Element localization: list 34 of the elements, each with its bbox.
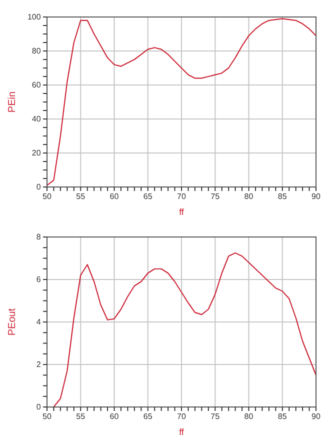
- x-tick-label: 60: [110, 412, 120, 421]
- y-tick-label: 60: [32, 80, 42, 90]
- x-tick-label: 65: [143, 412, 153, 421]
- x-tick-label: 55: [76, 412, 86, 421]
- x-tick-label: 70: [177, 412, 186, 421]
- y-tick-label: 8: [36, 232, 42, 242]
- x-tick-label: 80: [244, 192, 254, 201]
- y-tick-label: 4: [36, 318, 42, 327]
- x-tick-label: 80: [244, 412, 254, 421]
- y-axis-title: PEin: [7, 91, 18, 113]
- line-series: [46, 18, 317, 186]
- y-tick-label: 20: [32, 148, 42, 158]
- y-tick-label: 0: [36, 402, 42, 412]
- x-tick-label: 75: [210, 192, 220, 201]
- y-axis-title: PEout: [7, 308, 18, 336]
- y-tick-label: 2: [36, 360, 42, 370]
- x-axis-title: ff: [179, 207, 184, 217]
- x-tick-label: 50: [42, 192, 52, 201]
- x-tick-label: 50: [42, 412, 52, 421]
- x-tick-label: 75: [210, 412, 220, 421]
- x-tick-label: 90: [312, 192, 321, 201]
- x-tick-label: 60: [110, 192, 120, 201]
- x-tick-label: 85: [278, 192, 288, 201]
- y-tick-label: 80: [32, 46, 42, 56]
- y-tick-label: 100: [27, 12, 42, 22]
- x-tick-label: 85: [278, 412, 288, 421]
- x-axis-title: ff: [179, 427, 184, 435]
- x-tick-label: 55: [76, 192, 86, 201]
- y-tick-label: 40: [32, 114, 42, 124]
- y-tick-label: 0: [36, 182, 42, 192]
- x-tick-label: 65: [143, 192, 153, 201]
- y-tick-label: 6: [36, 275, 42, 284]
- x-tick-label: 90: [312, 412, 321, 421]
- x-tick-label: 70: [177, 192, 186, 201]
